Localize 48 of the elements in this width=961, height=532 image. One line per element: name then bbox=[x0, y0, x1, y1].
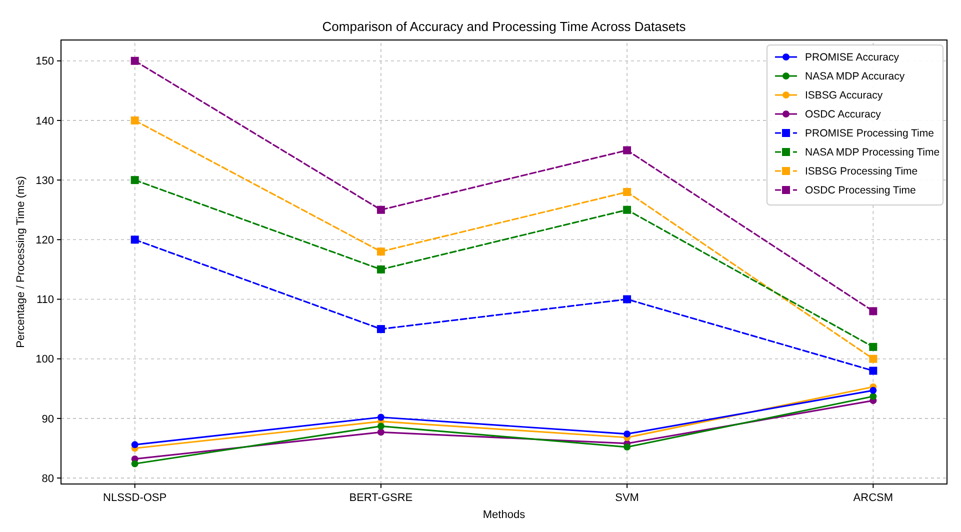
x-tick-label: SVM bbox=[615, 492, 639, 504]
y-tick-label: 90 bbox=[42, 413, 54, 426]
legend-label: ISBSG Processing Time bbox=[805, 166, 918, 178]
y-tick-label: 130 bbox=[36, 174, 54, 187]
point bbox=[376, 265, 385, 274]
legend-label: NASA MDP Processing Time bbox=[805, 146, 940, 159]
y-tick-label: 120 bbox=[36, 234, 54, 246]
point bbox=[624, 430, 631, 438]
x-axis-title: Methods bbox=[482, 509, 526, 521]
point bbox=[623, 206, 632, 214]
point bbox=[623, 146, 632, 154]
chart-title: Comparison of Accuracy and Processing Time Across Datasets bbox=[322, 19, 686, 34]
point bbox=[377, 428, 384, 436]
y-tick-label: 100 bbox=[36, 354, 54, 366]
point bbox=[869, 307, 878, 316]
legend-label: PROMISE Processing Time bbox=[805, 128, 934, 140]
x-tick-label: ARCSM bbox=[853, 492, 894, 504]
point bbox=[624, 444, 631, 451]
point bbox=[870, 392, 877, 400]
point bbox=[131, 460, 138, 468]
point bbox=[376, 325, 385, 334]
legend-label: PROMISE Accuracy bbox=[805, 52, 900, 64]
point bbox=[376, 248, 385, 256]
legend-label: ISBSG Accuracy bbox=[805, 90, 884, 102]
y-tick-label: 150 bbox=[36, 56, 54, 68]
point bbox=[130, 176, 139, 184]
y-tick-label: 80 bbox=[42, 472, 54, 485]
point bbox=[376, 206, 385, 214]
point bbox=[623, 295, 632, 304]
legend-label: OSDC Accuracy bbox=[805, 108, 882, 121]
y-tick-label: 110 bbox=[36, 294, 54, 306]
x-tick-label: NLSSD-OSP bbox=[103, 492, 167, 504]
legend-label: NASA MDP Accuracy bbox=[805, 70, 906, 83]
point bbox=[130, 56, 139, 65]
point bbox=[130, 116, 139, 124]
point bbox=[623, 188, 632, 196]
point bbox=[869, 366, 878, 375]
y-tick-label: 140 bbox=[36, 115, 54, 128]
point bbox=[870, 386, 877, 394]
point bbox=[869, 342, 878, 351]
y-axis-title: Percentage / Processing Time (ms) bbox=[15, 176, 27, 348]
point bbox=[377, 422, 384, 430]
point bbox=[130, 236, 139, 244]
x-tick-label: BERT-GSRE bbox=[349, 492, 413, 504]
legend-label: OSDC Processing Time bbox=[805, 184, 916, 197]
point bbox=[377, 414, 384, 421]
point bbox=[131, 441, 138, 448]
point bbox=[869, 354, 878, 363]
